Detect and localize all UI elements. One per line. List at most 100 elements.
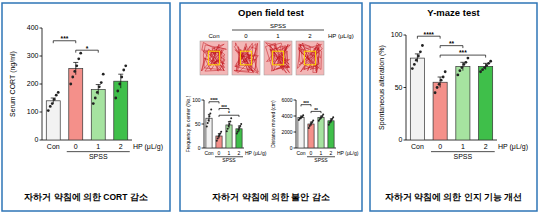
data-point (216, 140, 218, 142)
category-label: 2 (119, 143, 123, 150)
center-zone (208, 51, 219, 65)
group-label: SPSS (89, 153, 108, 160)
data-point (308, 127, 310, 129)
trace-path (266, 43, 291, 73)
data-point (227, 128, 229, 130)
bar (328, 121, 334, 148)
category-label: Con (47, 143, 60, 150)
data-point (421, 44, 424, 47)
y-tick (294, 116, 297, 117)
data-point (444, 70, 447, 73)
y-tick-label: 0 (399, 136, 403, 143)
y-tick (404, 35, 407, 36)
trace-path (202, 43, 227, 72)
data-point (219, 133, 221, 135)
bar (456, 67, 470, 141)
data-point (417, 55, 420, 58)
data-point (118, 83, 121, 86)
bar-chart: 0100200300400Serum CORT (ng/ml)****Con01… (9, 24, 163, 160)
x-axis-label: HP (μL/g) (245, 150, 267, 156)
y-tick-label: 400 (27, 24, 39, 31)
category-label: Con (204, 150, 213, 156)
significance-label: *** (303, 101, 309, 106)
center-zone (240, 51, 251, 65)
bar (114, 81, 128, 140)
data-point (98, 85, 101, 88)
error-bar (208, 114, 210, 122)
y-tick (294, 148, 297, 149)
bar-chart: 0200040006000Distance moved (cm)*****Con… (270, 97, 359, 164)
group-line (67, 151, 130, 152)
bar (298, 118, 304, 148)
data-point (96, 91, 99, 94)
data-point (300, 117, 302, 119)
error-bar (228, 122, 230, 129)
category-label: Con (411, 143, 424, 150)
error-bar (483, 63, 488, 69)
data-point (456, 74, 459, 77)
plot-area (206, 109, 242, 148)
significance-label: * (86, 45, 89, 52)
category-label: 2 (238, 150, 241, 156)
data-point (57, 91, 60, 94)
error-bar (73, 62, 78, 74)
data-point (322, 113, 324, 115)
category-label: 0 (74, 143, 78, 150)
y-tick-label: 50 (195, 121, 201, 127)
y-tick-label: 0 (198, 145, 201, 151)
error-bar (438, 77, 443, 88)
y-tick (202, 100, 205, 101)
y-tick (294, 132, 297, 133)
data-point (207, 122, 209, 124)
data-point (320, 117, 322, 119)
data-point (51, 102, 54, 105)
data-point (483, 66, 486, 69)
category-label: 1 (96, 143, 100, 150)
error-bar (96, 85, 101, 95)
significance-label: *** (221, 105, 227, 110)
data-point (312, 119, 314, 121)
panel-caption: 자하거 약침에 의한 인지 기능 개선 (385, 192, 523, 202)
y-axis-label: Distance moved (cm) (270, 100, 276, 148)
category-label: 1 (320, 150, 323, 156)
data-point (299, 118, 301, 120)
trace-path (298, 43, 323, 73)
bar (410, 58, 424, 140)
x-axis-label: HP (μL/g) (133, 143, 163, 151)
data-point (438, 83, 441, 86)
data-point (122, 69, 125, 72)
bar (433, 82, 447, 140)
y-tick-label: 300 (27, 52, 39, 59)
data-point (458, 69, 461, 72)
panel-title: Y-maze test (427, 7, 480, 18)
y-tick-label: 0 (290, 145, 293, 151)
data-point (53, 98, 56, 101)
data-point (228, 123, 230, 125)
data-point (485, 64, 488, 67)
category-label: Con (296, 150, 305, 156)
data-point (467, 57, 470, 60)
y-tick-label: 4000 (281, 113, 292, 119)
y-tick-label: 200 (27, 80, 39, 87)
data-point (440, 79, 443, 82)
category-label: 0 (310, 150, 313, 156)
y-tick-label: 100 (192, 97, 201, 103)
data-point (94, 97, 97, 100)
bar (91, 90, 105, 140)
significance-label: ** (449, 40, 455, 47)
plot-area (298, 113, 334, 148)
data-point (229, 121, 231, 123)
y-tick-label: 100 (391, 31, 403, 38)
data-point (220, 131, 222, 133)
data-point (464, 61, 467, 64)
image-label: 1 (276, 33, 280, 39)
bar (206, 118, 212, 148)
panel-frame (2, 3, 170, 211)
y-axis-label: Serum CORT (ng/ml) (9, 51, 17, 117)
y-tick (40, 112, 43, 113)
y-tick-label: 2000 (281, 129, 292, 135)
y-tick (202, 148, 205, 149)
data-point (79, 52, 82, 55)
data-point (413, 63, 416, 66)
panel-frame (370, 3, 537, 211)
